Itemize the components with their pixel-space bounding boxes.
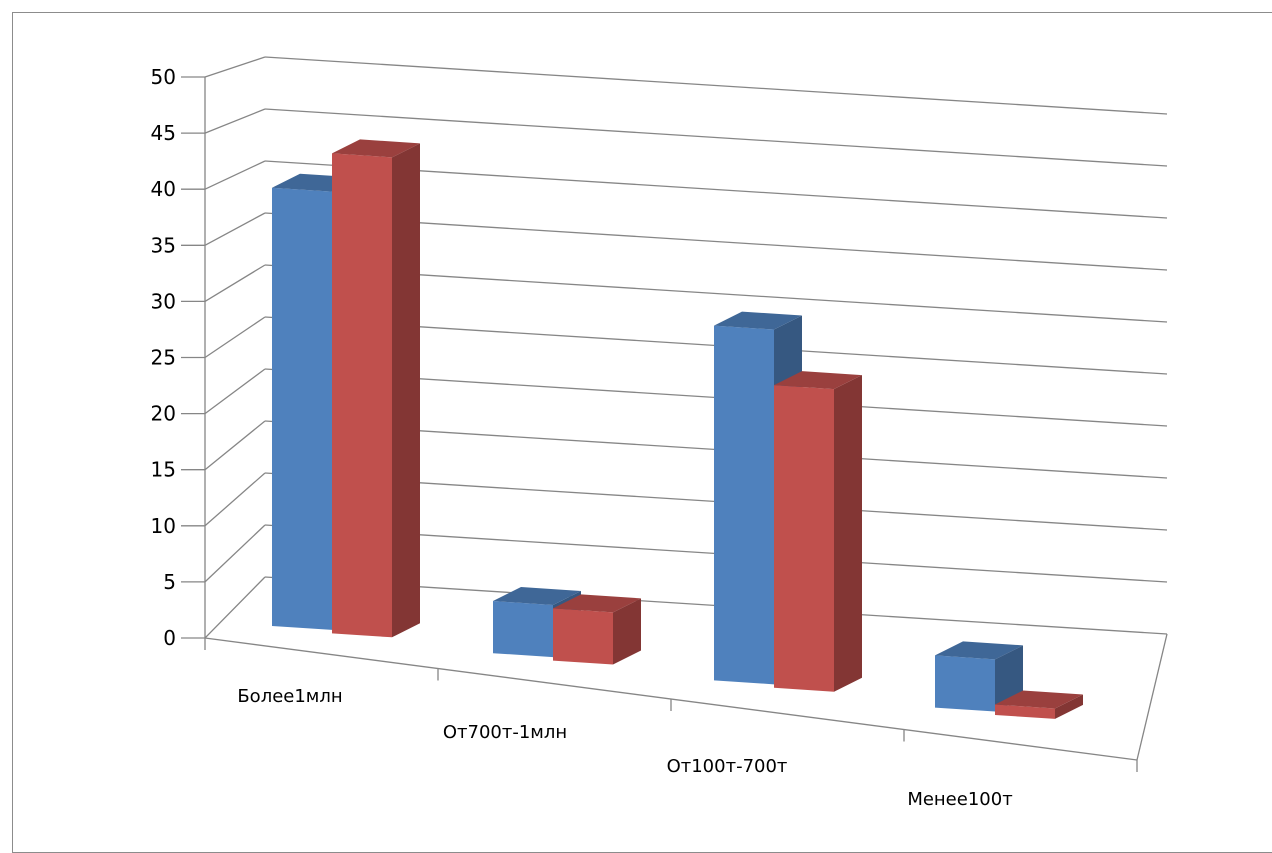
y-tick-label: 50 [151, 65, 176, 89]
y-tick-label: 45 [151, 121, 176, 145]
x-tick-label: Более1млн [237, 686, 342, 707]
y-tick-label: 40 [151, 177, 176, 201]
gridline-side [204, 56, 266, 78]
gridline-side [204, 160, 266, 190]
bar-2-4 [995, 690, 1083, 719]
gridline-side [204, 264, 266, 302]
bar-2-2 [553, 594, 641, 665]
gridline-side [204, 316, 266, 359]
bar-2-3 [774, 371, 862, 692]
gridline-side [204, 212, 266, 246]
gridline-side [204, 108, 266, 134]
x-tick-label: Менее100т [907, 789, 1012, 810]
gridline-side [204, 524, 266, 583]
floor-right-edge [1136, 633, 1168, 761]
gridline-side [204, 420, 266, 471]
x-tick-label: От700т-1млн [443, 722, 567, 743]
gridline [264, 108, 1168, 167]
y-tick-label: 15 [151, 458, 176, 482]
x-tick-labels: Более1млн От700т-1млн От100т-700т Менее100т [237, 686, 1012, 810]
y-tick-label: 20 [151, 402, 176, 426]
bar-2-1 [332, 139, 420, 638]
y-tick-label: 5 [163, 570, 176, 594]
bars [272, 139, 1083, 719]
y-tick-label: 10 [151, 514, 176, 538]
gridline-side [204, 368, 266, 415]
x-tick-label: От100т-700т [667, 756, 788, 777]
y-tick-label: 30 [151, 289, 176, 313]
y-tick-label: 35 [151, 233, 176, 257]
y-tick-labels: 0 5 10 15 20 25 30 35 40 45 50 [151, 65, 176, 650]
axes [181, 76, 1168, 772]
gridline-side [204, 472, 266, 527]
y-tick-label: 25 [151, 346, 176, 370]
gridline [264, 56, 1168, 115]
gridline-side [204, 576, 266, 639]
y-tick-label: 0 [163, 626, 176, 650]
